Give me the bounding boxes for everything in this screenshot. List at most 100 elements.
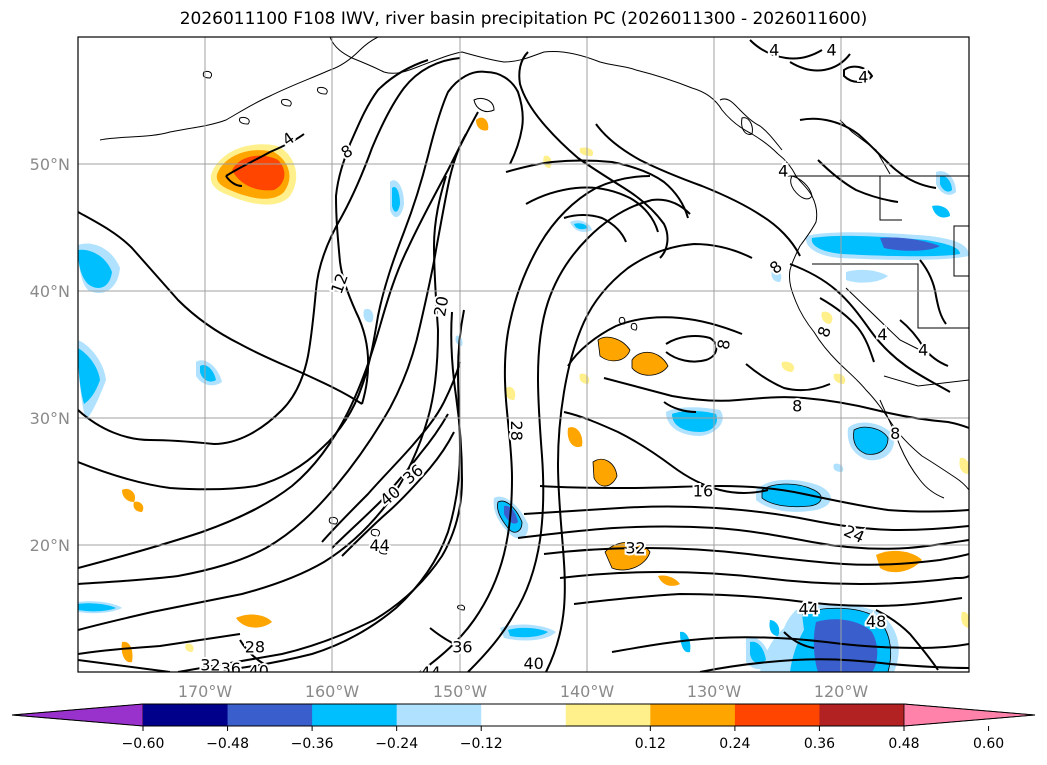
- contour-label: 4: [778, 161, 788, 180]
- colorbar-segment: [734, 704, 820, 726]
- iwv-contour: [595, 123, 801, 257]
- contour-label: 4: [769, 41, 779, 60]
- negative-anomaly-shading: [78, 171, 969, 672]
- anomaly-patch: [78, 249, 112, 288]
- contour-label: 28: [507, 421, 526, 441]
- lon-label: 170°W: [178, 682, 233, 701]
- state-border: [883, 375, 969, 387]
- colorbar-segment: [819, 704, 905, 726]
- colorbar-segment: [396, 704, 482, 726]
- iwv-contour: [799, 117, 937, 189]
- contour-label: 32: [625, 539, 645, 558]
- aleutian-island: [281, 99, 292, 107]
- iwv-contour: [467, 198, 691, 672]
- colorbar: −0.60 −0.48 −0.36 −0.24 −0.12 0.12 0.24 0.36 0.4…: [11, 703, 1036, 752]
- iwv-contour: [429, 627, 465, 649]
- colorbar-tick-label: 0.36: [804, 736, 835, 752]
- contour-label: 48: [866, 612, 886, 631]
- aleutian-island: [239, 117, 250, 125]
- iwv-contour: [563, 214, 627, 243]
- contour-label: 40: [249, 662, 269, 681]
- contour-label: 8: [890, 424, 900, 443]
- iwv-contour: [78, 111, 479, 569]
- chart-title: 2026011100 F108 IWV, river basin precipi…: [179, 9, 868, 29]
- iwv-contour: [334, 59, 429, 405]
- iwv-contour: [573, 592, 963, 608]
- anomaly-patch: [632, 352, 668, 376]
- contour-label: 4: [918, 340, 928, 359]
- contour-label: 44: [420, 663, 440, 682]
- anomaly-patch: [508, 627, 548, 638]
- islands: [328, 517, 339, 525]
- contour-label: 28: [245, 638, 265, 657]
- anomaly-patch: [505, 386, 516, 400]
- anomaly-outline: [497, 500, 523, 533]
- colorbar-tick-label: −0.24: [375, 736, 418, 752]
- contour-label: 36: [221, 659, 241, 678]
- bc-coast: [777, 153, 969, 491]
- iwv-contour: [783, 631, 815, 649]
- iwv-contour: [545, 242, 753, 672]
- iwv-contour: [875, 609, 939, 671]
- iwv-contour: [239, 639, 265, 665]
- anomaly-patch: [593, 459, 617, 487]
- iwv-contour: [225, 175, 243, 187]
- contour-label: 40: [524, 654, 544, 673]
- iwv-contour: [539, 484, 969, 513]
- colorbar-segment: [565, 704, 651, 726]
- anomaly-patch: [821, 311, 833, 324]
- colorbar-tick-label: −0.48: [206, 736, 249, 752]
- lon-label: 150°W: [433, 682, 488, 701]
- contour-label: 4: [826, 41, 836, 60]
- iwv-contour: [517, 525, 969, 550]
- iwv-contour: [78, 633, 241, 655]
- anomaly-patch: [769, 620, 780, 636]
- anomaly-patch: [121, 641, 133, 663]
- alaska-coast: [419, 51, 637, 71]
- iwv-contour: [177, 311, 464, 672]
- anomaly-patch: [846, 269, 888, 283]
- colorbar-tick-label: 0.12: [635, 736, 666, 752]
- anomaly-outline: [604, 541, 651, 571]
- iwv-contour: [543, 546, 969, 566]
- anomaly-patch: [392, 186, 400, 212]
- colorbar-tick-label: 0.24: [719, 736, 750, 752]
- alaska-coast: [99, 37, 379, 141]
- coastlines: [99, 37, 969, 611]
- anomaly-patch: [574, 223, 588, 230]
- iwv-contour: [518, 51, 669, 259]
- anomaly-patch: [78, 603, 116, 612]
- map-frame: [77, 36, 970, 673]
- iwv-contour: [789, 53, 851, 72]
- iwv-contour: [225, 133, 305, 177]
- islands: [370, 529, 381, 537]
- colorbar-tick-label: 0.48: [888, 736, 919, 752]
- lon-label: 130°W: [687, 682, 742, 701]
- anomaly-outline: [592, 458, 618, 487]
- anomaly-patch: [122, 488, 136, 502]
- anomaly-outline: [801, 607, 891, 672]
- longitude-labels: 170°W 160°W 150°W 140°W 130°W 120°W: [178, 682, 869, 701]
- anomaly-patch: [185, 643, 194, 652]
- aleutian-island: [202, 71, 213, 79]
- iwv-contour: [563, 411, 769, 494]
- kodiak-island: [473, 97, 495, 113]
- contour-label: 20: [430, 295, 452, 318]
- islands: [630, 323, 638, 331]
- iwv-contour: [567, 316, 743, 367]
- colorbar-extend-low: [11, 703, 144, 727]
- contour-label: 32: [200, 655, 220, 674]
- anomaly-outline: [597, 336, 631, 362]
- iwv-contour: [817, 159, 899, 203]
- iwv-contour: [321, 361, 461, 543]
- anomaly-patch: [567, 427, 583, 448]
- gridlines: [78, 37, 969, 672]
- iwv-contour: [78, 175, 447, 631]
- alaska-coast: [635, 69, 779, 155]
- anomaly-patch: [880, 237, 940, 251]
- anomaly-patch: [598, 337, 630, 361]
- anomaly-patch: [133, 501, 144, 512]
- colorbar-extend-high: [903, 703, 1036, 727]
